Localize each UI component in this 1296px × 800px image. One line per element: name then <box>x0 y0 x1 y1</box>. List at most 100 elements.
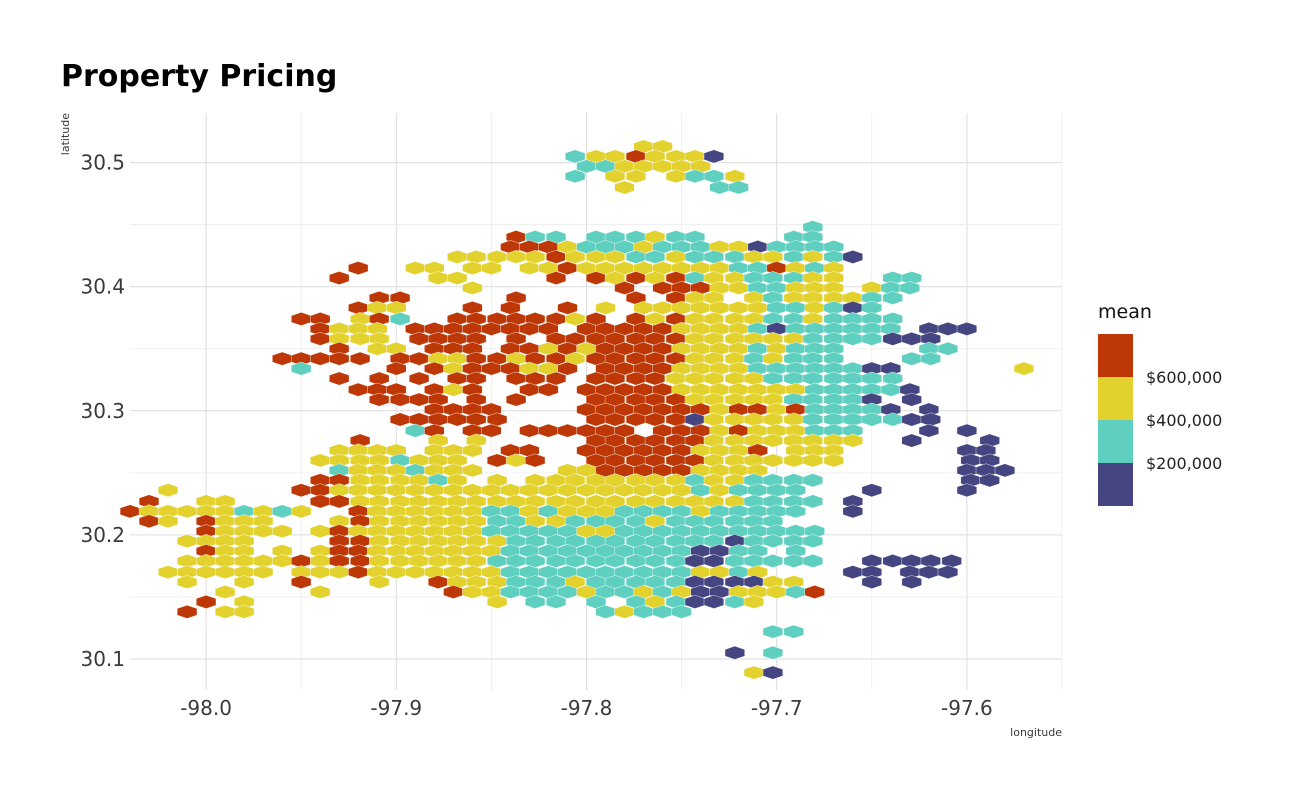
hex-cell <box>329 494 350 509</box>
y-tick-label: 30.3 <box>80 399 125 423</box>
hex-cell <box>348 300 369 315</box>
hex-cell <box>329 565 350 580</box>
hex-cell <box>956 423 977 438</box>
hex-cell <box>487 594 508 609</box>
hex-cell <box>409 392 430 407</box>
hex-cell <box>462 463 483 478</box>
hex-cell <box>882 331 903 346</box>
hex-cell <box>604 554 626 568</box>
hex-cell <box>481 261 502 276</box>
hex-cell <box>481 423 502 438</box>
x-tick-label: -97.6 <box>941 696 993 720</box>
hex-cell <box>369 392 390 407</box>
hex-cell <box>762 554 783 568</box>
hex-cell <box>462 443 483 458</box>
hex-cell <box>291 312 312 326</box>
legend: mean $600,000 $400,000 $200,000 <box>1098 301 1222 506</box>
hex-cell <box>842 331 863 346</box>
hex-cell <box>802 534 823 549</box>
hex-cell <box>785 300 806 315</box>
hex-cell <box>783 250 804 264</box>
legend-label: $400,000 <box>1146 411 1222 430</box>
hex-cell <box>762 624 783 639</box>
hex-cell <box>994 463 1015 478</box>
hex-cell <box>625 169 646 184</box>
y-axis-label: latitude <box>59 113 72 155</box>
hex-cell <box>671 604 692 619</box>
x-tick-label: -97.9 <box>370 696 422 720</box>
hex-cell <box>390 312 411 326</box>
hex-cell <box>409 412 430 427</box>
hex-cell <box>405 423 426 438</box>
hex-cell <box>519 382 540 397</box>
hex-cell <box>604 412 626 427</box>
hex-cell <box>500 483 521 498</box>
hex-cell <box>565 169 586 184</box>
hex-cell <box>272 524 293 539</box>
hex-cell <box>762 453 783 468</box>
hex-cell <box>783 453 804 468</box>
hex-cell <box>802 412 823 427</box>
hex-cell <box>487 453 508 468</box>
hex-cell <box>861 575 882 589</box>
hex-cell <box>557 361 578 376</box>
hex-cell <box>369 575 390 589</box>
hex-cell <box>762 534 783 549</box>
hex-cell <box>462 483 483 498</box>
hex-cell <box>842 565 863 580</box>
y-tick-labels: 30.5 30.4 30.3 30.2 30.1 <box>80 151 125 671</box>
hex-cell <box>823 453 844 468</box>
hex-cell <box>525 453 546 468</box>
hex-cell <box>861 331 882 346</box>
hex-cell <box>291 361 312 376</box>
hex-cell <box>604 371 626 386</box>
hex-cell <box>1013 361 1035 376</box>
hex-cell <box>614 281 635 295</box>
hex-cell <box>310 565 331 580</box>
hex-cell <box>525 594 546 609</box>
hex-cell <box>214 585 236 599</box>
y-tick-label: 30.5 <box>80 151 125 175</box>
hex-cell <box>272 504 293 519</box>
hex-cell <box>157 514 179 529</box>
hex-cell <box>348 565 369 580</box>
hex-cell <box>802 494 823 509</box>
hex-cell <box>565 554 586 568</box>
x-axis-label: longitude <box>1010 726 1062 739</box>
hex-cell <box>762 665 783 680</box>
hex-cell <box>842 433 863 448</box>
hex-cell <box>614 180 635 195</box>
hex-cell <box>157 483 179 498</box>
hex-cell <box>409 371 430 386</box>
hex-cell <box>565 250 586 264</box>
hex-cell <box>462 300 483 315</box>
hex-cell <box>604 250 626 264</box>
hex-cell <box>176 575 198 589</box>
hex-cell <box>728 180 749 195</box>
hex-cell <box>538 423 559 438</box>
legend-swatch <box>1098 334 1133 377</box>
hex-cell <box>462 281 483 295</box>
hex-cell <box>802 250 823 264</box>
hex-cell <box>519 423 540 438</box>
hex-cell <box>506 392 527 407</box>
hex-cell <box>842 250 863 264</box>
hex-cell <box>918 423 939 438</box>
hex-cell <box>901 575 922 589</box>
hex-cell <box>195 565 217 580</box>
hex-cell <box>920 554 941 568</box>
hex-cell <box>644 371 666 386</box>
hex-cell <box>272 554 293 568</box>
hex-cell <box>979 473 1000 488</box>
hex-cell <box>369 554 390 568</box>
hex-cell <box>367 341 388 356</box>
hex-cell <box>119 504 141 519</box>
hex-cell <box>901 392 922 407</box>
hex-cell <box>899 281 920 295</box>
x-tick-label: -98.0 <box>180 696 232 720</box>
hex-cell <box>743 665 764 680</box>
legend-title: mean <box>1098 301 1152 323</box>
hex-cell <box>310 494 331 509</box>
hex-cell <box>310 331 331 346</box>
hex-cell <box>783 371 804 386</box>
